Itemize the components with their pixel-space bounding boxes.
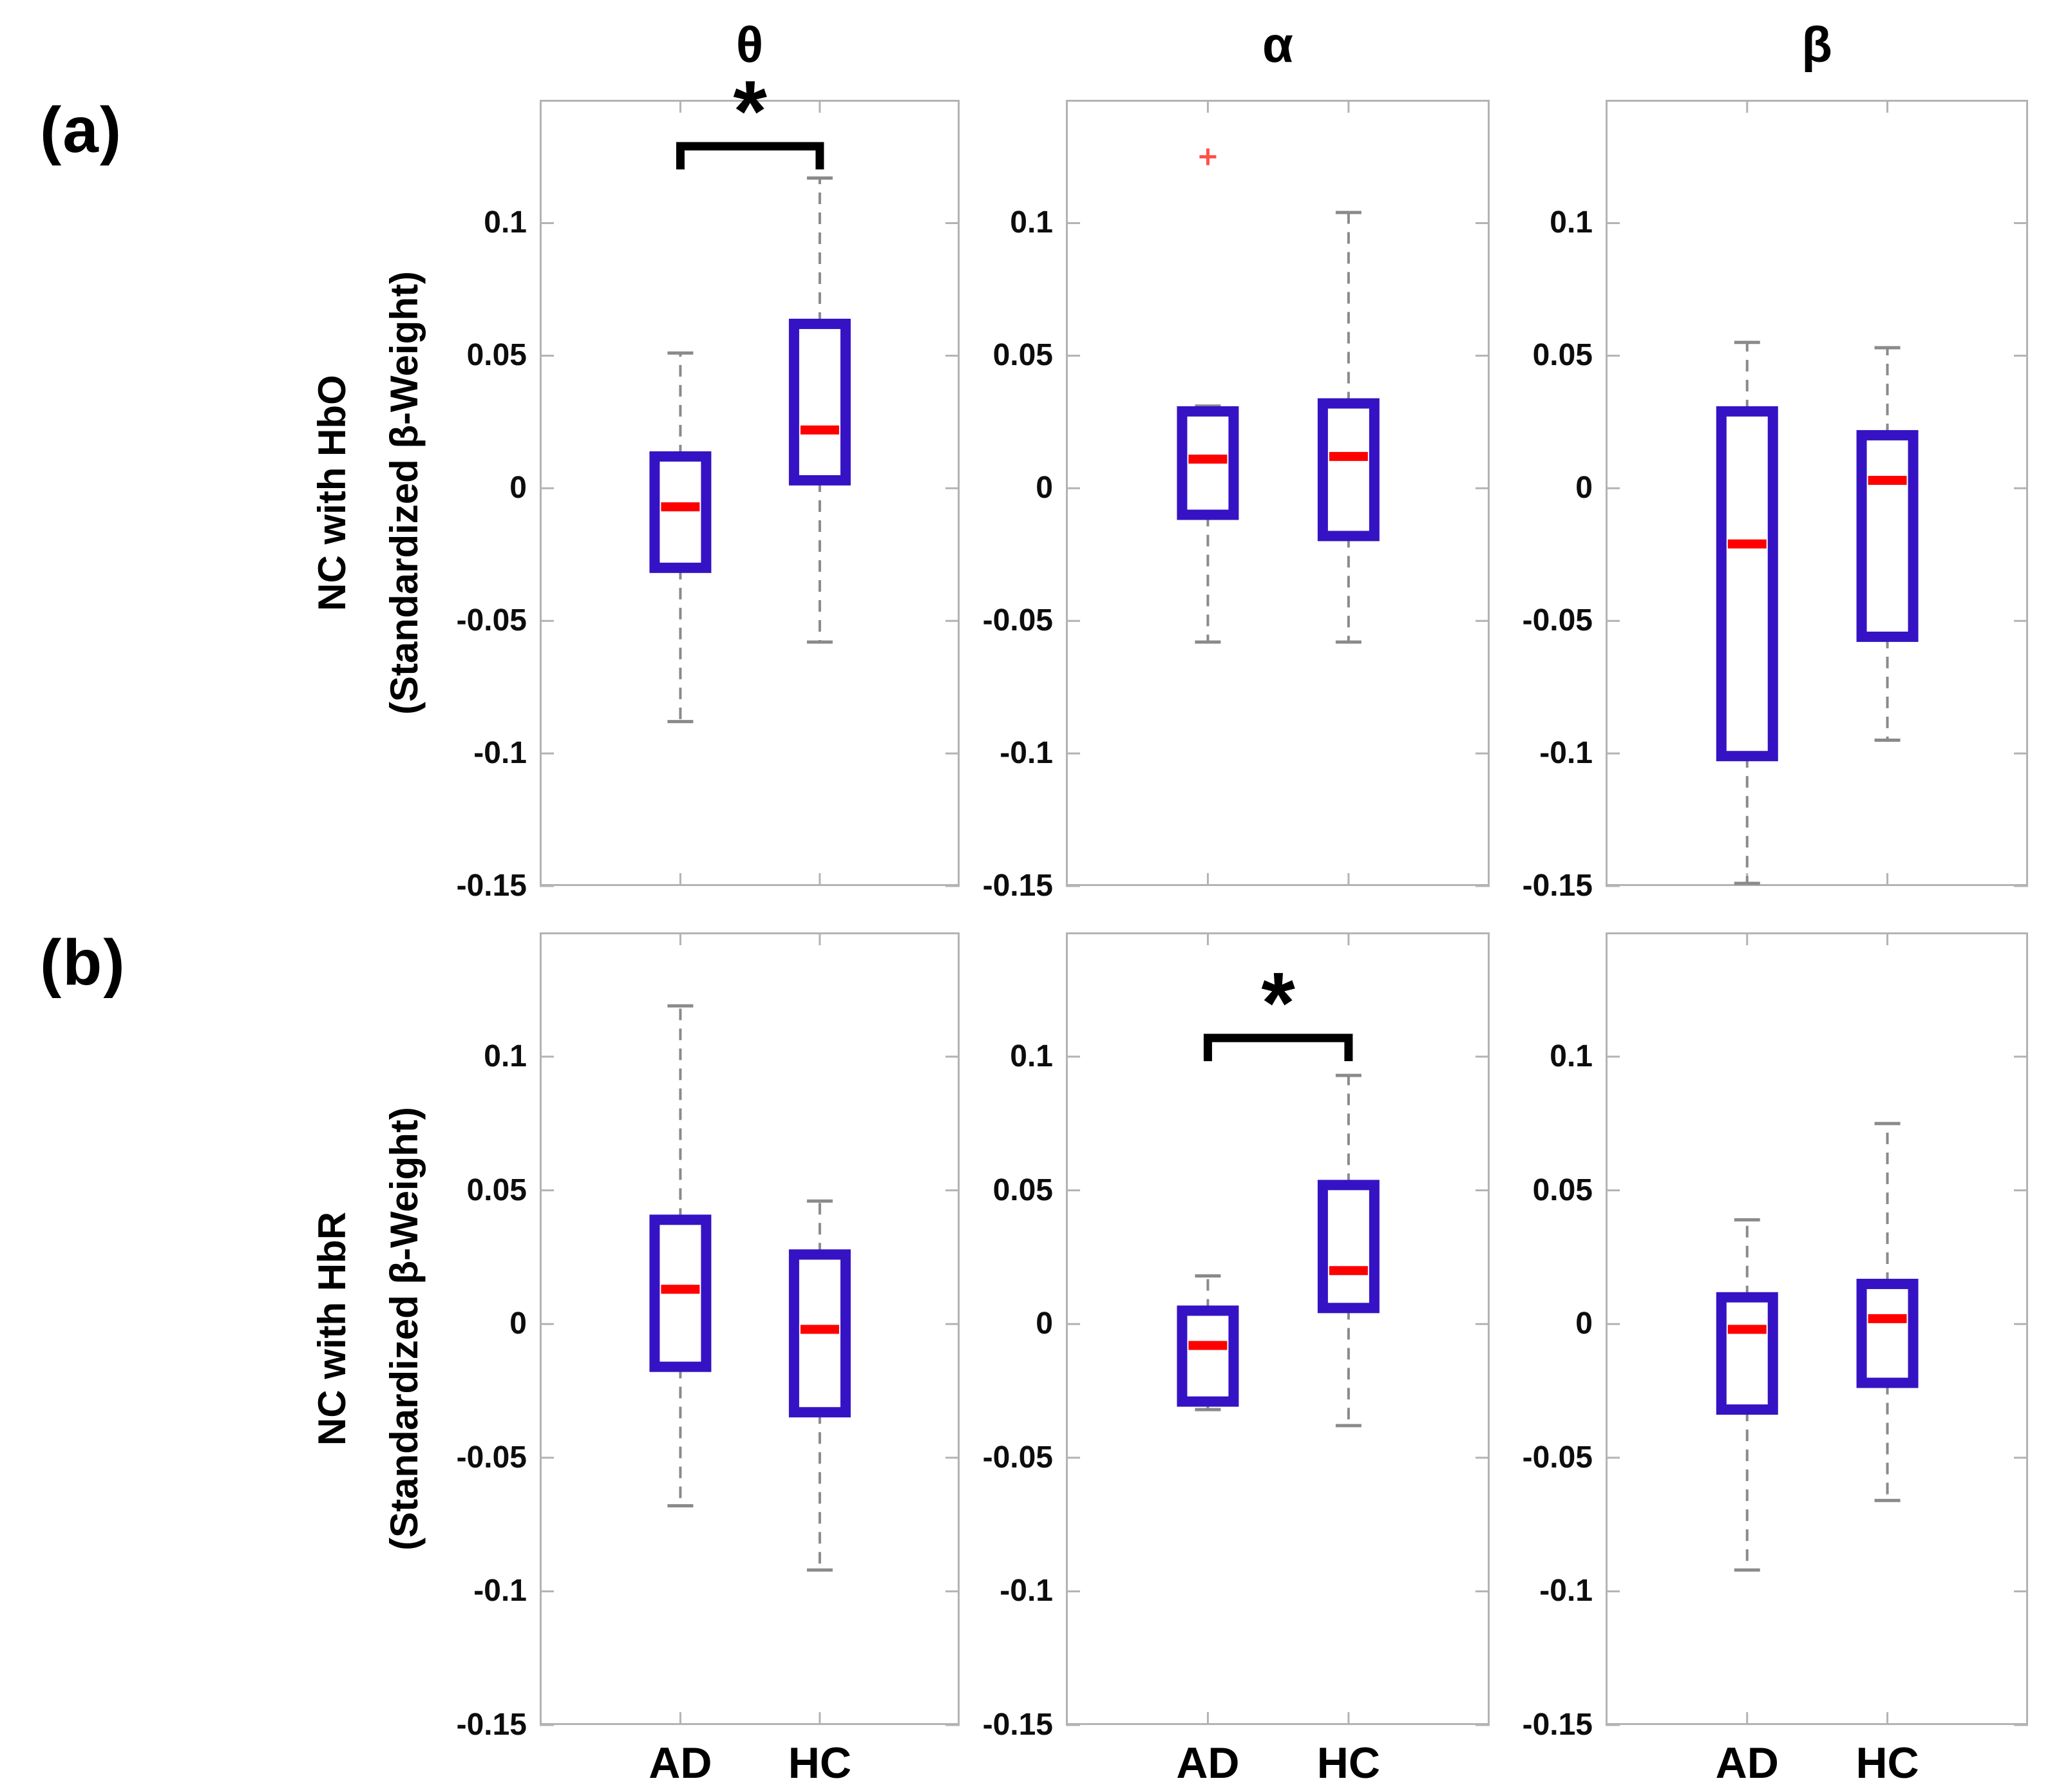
- boxplot-panel-b-theta: [540, 932, 960, 1726]
- iqr-box: [1856, 1278, 1919, 1388]
- y-tick-label: 0.05: [992, 338, 1053, 373]
- y-tick-label: -0.15: [456, 869, 527, 903]
- y-tick-label: 0.05: [992, 1173, 1053, 1207]
- axes-frame: [1066, 932, 1490, 1725]
- axes-frame: [540, 100, 960, 886]
- y-tick-label: 0: [1575, 471, 1593, 505]
- column-title-theta: θ: [735, 16, 764, 73]
- y-tick-label: 0: [1036, 1306, 1053, 1341]
- iqr-box: [1716, 406, 1778, 762]
- boxplot-panel-a-theta: *: [540, 62, 960, 887]
- box-HC: [1856, 1122, 1919, 1502]
- boxplot-panel-a-beta: [1606, 100, 2028, 887]
- x-tick-label-AD: AD: [649, 1739, 712, 1787]
- y-tick-label: -0.15: [1522, 1708, 1593, 1742]
- iqr-box: [788, 318, 851, 486]
- axes-frame: [540, 932, 960, 1725]
- axes-frame: [1606, 932, 2028, 1725]
- y-tick-label: -0.05: [456, 1440, 527, 1475]
- y-tick-label: 0.1: [1550, 1039, 1593, 1074]
- iqr-box: [1856, 429, 1919, 642]
- significance-asterisk: *: [1261, 954, 1295, 1052]
- y-tick-label: -0.05: [456, 603, 527, 638]
- y-tick-label: 0.1: [1010, 1039, 1053, 1074]
- box-AD: [1716, 341, 1778, 885]
- y-tick-label: 0.05: [1532, 1173, 1593, 1207]
- box-AD: [649, 351, 712, 724]
- y-axis-label-hbr-line1: NC with HbR: [310, 1211, 354, 1446]
- iqr-box: [1716, 1292, 1778, 1415]
- y-tick-label: -0.1: [1000, 1574, 1053, 1608]
- box-HC: [1317, 211, 1380, 644]
- y-tick-label: -0.1: [473, 736, 527, 771]
- iqr-box: [1317, 1180, 1380, 1314]
- y-tick-label: 0.05: [466, 338, 527, 373]
- y-tick-label: 0.05: [1532, 338, 1593, 373]
- x-tick-label-AD: AD: [1176, 1739, 1240, 1787]
- boxplot-panel-b-beta: [1606, 932, 2028, 1726]
- y-tick-label: -0.05: [1522, 1440, 1593, 1475]
- y-tick-label: -0.15: [1522, 869, 1593, 903]
- y-tick-label: -0.05: [1522, 603, 1593, 638]
- x-tick-label-HC: HC: [788, 1739, 851, 1787]
- box-HC: [788, 176, 851, 644]
- significance-bracket: [1203, 1033, 1353, 1061]
- y-tick-label: 0: [1036, 471, 1053, 505]
- y-tick-label: 0.05: [466, 1173, 527, 1207]
- y-tick-label: 0.1: [1550, 205, 1593, 240]
- iqr-box: [649, 451, 712, 573]
- y-tick-label: -0.05: [982, 603, 1053, 638]
- boxplot-panel-a-alpha: [1066, 100, 1490, 887]
- axes-frame: [1606, 100, 2028, 886]
- significance-asterisk: *: [733, 62, 767, 160]
- box-HC: [788, 1199, 851, 1572]
- significance-bracket: [676, 142, 824, 170]
- box-AD: [1177, 148, 1239, 644]
- y-axis-label-hbo-line1: NC with HbO: [310, 375, 354, 611]
- y-tick-label: 0: [509, 471, 527, 505]
- iqr-box: [1317, 398, 1380, 542]
- box-HC: [1856, 346, 1919, 742]
- y-tick-label: -0.15: [456, 1708, 527, 1742]
- y-tick-label: 0.1: [484, 205, 527, 240]
- box-AD: [1177, 1274, 1239, 1411]
- y-tick-label: 0: [509, 1306, 527, 1341]
- column-title-alpha: α: [1262, 16, 1293, 73]
- iqr-box: [1177, 1305, 1239, 1407]
- y-tick-label: -0.15: [982, 869, 1053, 903]
- x-tick-label-AD: AD: [1715, 1739, 1779, 1787]
- y-tick-label: 0.1: [1010, 205, 1053, 240]
- box-AD: [1716, 1218, 1778, 1572]
- y-tick-label: -0.1: [1000, 736, 1053, 771]
- y-tick-label: 0.1: [484, 1039, 527, 1074]
- subfigure-label-b: (b): [40, 927, 126, 999]
- box-AD: [649, 1004, 712, 1508]
- y-tick-label: -0.1: [473, 1574, 527, 1608]
- y-tick-label: -0.1: [1539, 736, 1593, 771]
- axes-frame: [1066, 100, 1490, 886]
- outlier-marker: [1199, 148, 1217, 165]
- y-tick-label: -0.05: [982, 1440, 1053, 1475]
- box-HC: [1317, 1073, 1380, 1428]
- y-tick-label: 0: [1575, 1306, 1593, 1341]
- x-tick-label-HC: HC: [1855, 1739, 1919, 1787]
- subfigure-label-a: (a): [40, 94, 123, 166]
- x-tick-label-HC: HC: [1316, 1739, 1380, 1787]
- y-tick-label: -0.1: [1539, 1574, 1593, 1608]
- boxplot-panel-b-alpha: *: [1066, 932, 1490, 1726]
- y-tick-label: -0.15: [982, 1708, 1053, 1742]
- column-title-beta: β: [1801, 16, 1832, 73]
